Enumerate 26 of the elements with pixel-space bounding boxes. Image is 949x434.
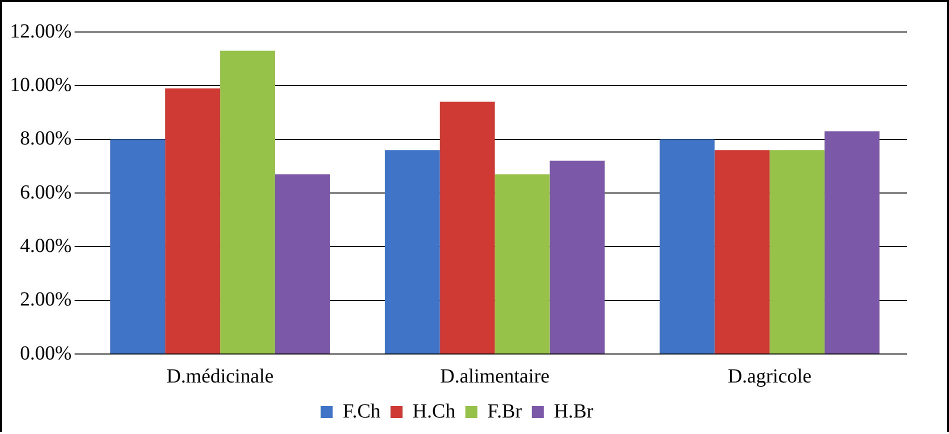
y-tick-label: 6.00% xyxy=(20,181,72,204)
bar xyxy=(714,150,770,354)
legend-label: F.Ch xyxy=(342,400,381,422)
y-tick-label: 4.00% xyxy=(20,234,72,257)
legend-label: H.Br xyxy=(554,400,594,422)
x-tick-label: D.médicinale xyxy=(166,365,274,388)
y-tick-label: 0.00% xyxy=(20,342,72,364)
x-tick-label: D.alimentaire xyxy=(440,365,550,388)
bar xyxy=(494,174,550,354)
legend-label: F.Br xyxy=(487,400,522,422)
bar xyxy=(770,150,825,354)
legend-label: H.Ch xyxy=(412,400,456,422)
y-tick-label: 10.00% xyxy=(10,74,72,96)
bar xyxy=(275,174,330,354)
x-tick-label: D.agricole xyxy=(728,365,812,388)
y-tick-label: 8.00% xyxy=(20,128,72,150)
bar xyxy=(824,131,880,354)
y-tick-label: 12.00% xyxy=(10,20,72,42)
bar xyxy=(440,102,495,354)
y-tick-label: 2.00% xyxy=(20,288,72,311)
bar xyxy=(220,50,276,354)
bar xyxy=(660,139,715,354)
bar xyxy=(384,150,440,354)
bar xyxy=(165,88,220,354)
bar xyxy=(550,160,605,354)
bar xyxy=(110,139,166,354)
